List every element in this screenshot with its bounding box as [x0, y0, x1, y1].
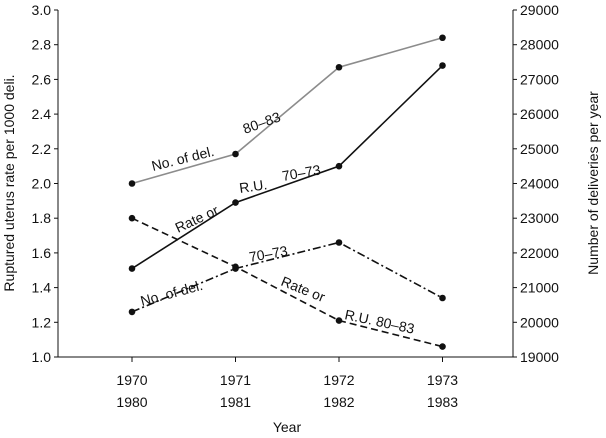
right-y-tick-label: 20000 — [520, 314, 559, 330]
right-y-tick-label: 25000 — [520, 141, 559, 157]
annotation-ru-70-73-a: Rate or — [173, 202, 222, 236]
annotation-ru-70-73-b: R.U. — [238, 176, 268, 196]
x-tick-label: 1971 — [220, 372, 251, 388]
data-point-del_70_73 — [439, 294, 446, 302]
left-y-tick-label: 2.8 — [32, 37, 52, 53]
right-y-tick-label: 23000 — [520, 210, 559, 226]
left-y-tick-label: 1.4 — [32, 280, 52, 296]
data-point-del_70_73 — [232, 265, 239, 272]
data-point-ru_80_83 — [335, 317, 343, 324]
right-y-axis-title: Number of deliveries per year — [585, 91, 601, 275]
x-tick-label: 1983 — [427, 394, 458, 410]
annotation-ru-80-83-a: Rate or — [279, 273, 328, 305]
data-point-del_80_83 — [335, 63, 343, 71]
left-y-tick-label: 1.6 — [32, 245, 52, 261]
series-line-del_80_83 — [131, 36, 443, 185]
right-y-tick-label: 26000 — [520, 106, 559, 122]
annotation-ru-70-73-c: 70–73 — [281, 161, 322, 184]
left-y-tick-label: 3.0 — [32, 2, 52, 18]
chart-annotations: No. of del. 80–83 Rate or R.U. 70–73 No.… — [139, 108, 417, 336]
chart-series — [128, 34, 446, 350]
data-point-del_70_73 — [128, 308, 136, 316]
series-line-ru_70_73 — [131, 64, 444, 270]
data-point-del_80_83 — [128, 180, 136, 187]
series-line-del_70_73 — [131, 241, 443, 313]
left-y-tick-label: 2.0 — [32, 176, 52, 192]
right-y-tick-label: 19000 — [520, 349, 559, 365]
right-y-tick-label: 29000 — [520, 2, 559, 18]
left-y-tick-label: 2.2 — [32, 141, 52, 157]
x-tick-label: 1980 — [116, 394, 147, 410]
annotation-ru-80-83-b: R.U. 80–83 — [343, 306, 416, 336]
data-point-del_80_83 — [439, 34, 446, 42]
x-axis-title: Year — [273, 419, 302, 435]
left-y-tick-label: 1.2 — [32, 314, 52, 330]
x-tick-label: 1970 — [116, 372, 147, 388]
right-y-tick-label: 24000 — [520, 176, 559, 192]
data-point-ru_70_73 — [232, 199, 239, 206]
x-tick-label: 1972 — [323, 372, 354, 388]
x-tick-label: 1982 — [323, 394, 354, 410]
annotation-del-70-73-a: No. of del. — [139, 277, 205, 309]
right-y-tick-label: 28000 — [520, 37, 559, 53]
data-point-ru_70_73 — [335, 162, 343, 170]
data-point-ru_80_83 — [439, 343, 446, 350]
right-y-tick-label: 22000 — [520, 245, 559, 261]
left-y-axis-title: Ruptured uterus rate per 1000 deli. — [1, 74, 17, 291]
x-tick-label: 1981 — [220, 394, 251, 410]
left-y-tick-label: 1.0 — [32, 349, 52, 365]
data-point-ru_80_83 — [128, 214, 136, 222]
left-y-tick-label: 2.4 — [32, 106, 52, 122]
right-y-tick-label: 27000 — [520, 71, 559, 87]
left-y-tick-label: 2.6 — [32, 71, 52, 87]
left-y-tick-label: 1.8 — [32, 210, 52, 226]
chart-axes: 1.0 1.2 1.4 1.6 1.8 2.0 2.2 2.4 2.6 2.8 3.0 19000 20… — [1, 2, 601, 435]
x-tick-label: 1973 — [427, 372, 458, 388]
data-point-del_80_83 — [232, 150, 239, 158]
data-point-ru_70_73 — [439, 62, 446, 69]
data-point-ru_70_73 — [128, 265, 136, 272]
series-line-ru_80_83 — [131, 217, 443, 348]
annotation-del-70-73-b: 70–73 — [248, 242, 289, 265]
data-point-del_70_73 — [335, 239, 343, 246]
right-y-tick-label: 21000 — [520, 280, 559, 296]
